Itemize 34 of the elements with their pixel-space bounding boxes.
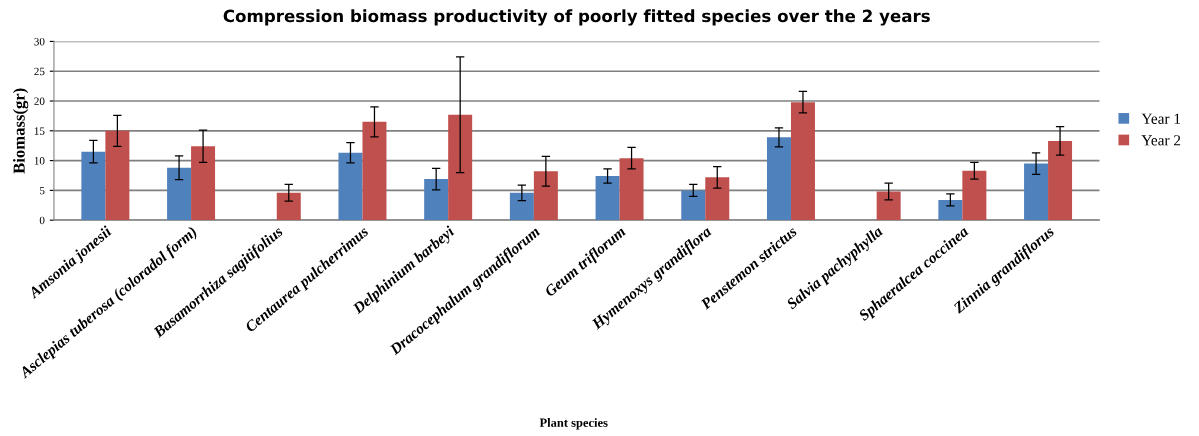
- bar: [362, 121, 387, 221]
- legend-label: Year 2: [1141, 135, 1181, 146]
- bar: [938, 199, 963, 221]
- y-tick-label: 25: [34, 67, 45, 76]
- bar: [619, 158, 644, 221]
- bar: [1048, 140, 1073, 221]
- bar: [424, 179, 449, 221]
- y-tick-label: 15: [34, 127, 45, 135]
- x-axis-title: Plant species: [539, 418, 608, 430]
- bar: [276, 192, 301, 221]
- bar: [191, 146, 216, 221]
- bar: [681, 190, 706, 221]
- bar: [533, 171, 558, 221]
- bar: [167, 167, 192, 221]
- bar: [790, 102, 815, 221]
- y-tick-label: 30: [34, 37, 45, 46]
- bar: [876, 191, 901, 221]
- y-tick-label: 5: [40, 186, 45, 195]
- legend-label: Year 1: [1141, 113, 1181, 124]
- bar: [338, 152, 363, 221]
- bar: [448, 114, 473, 221]
- bar: [1024, 163, 1049, 221]
- bar: [962, 170, 987, 221]
- bar: [595, 176, 620, 221]
- bar: [705, 177, 730, 221]
- y-tick-label: 20: [34, 97, 45, 105]
- y-tick-label: 0: [39, 216, 45, 225]
- y-axis-title: Biomass(gr): [13, 88, 29, 174]
- bar: [509, 192, 534, 221]
- bar: [105, 130, 130, 221]
- chart-title: Compression biomass productivity of poorly fitted species over the 2 years: [223, 9, 930, 26]
- bar: [81, 151, 106, 221]
- bar: [766, 137, 791, 221]
- y-tick-label: 10: [34, 157, 45, 165]
